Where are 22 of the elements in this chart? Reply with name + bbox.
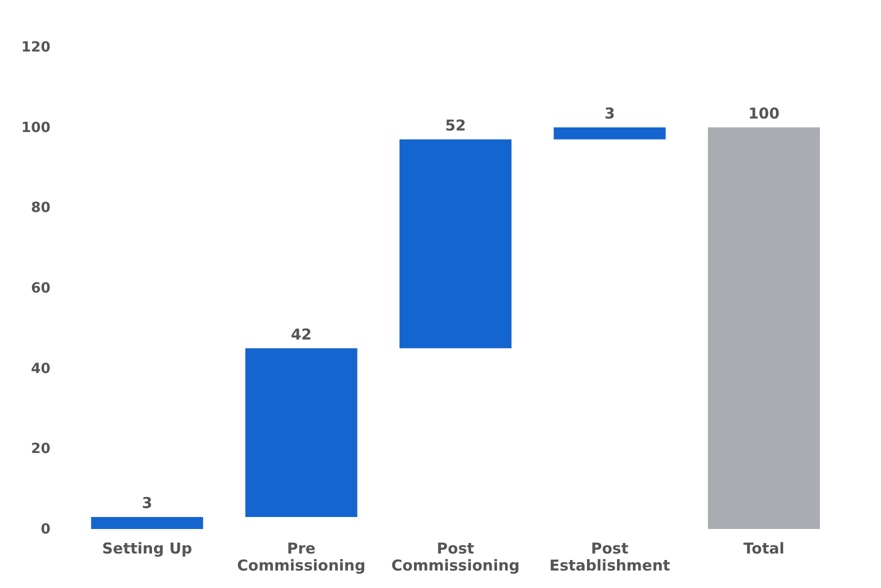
data-label: 3 <box>604 104 615 122</box>
x-tick-label: Pre Commissioning <box>237 540 366 574</box>
bar <box>245 348 358 517</box>
x-tick-label: Post Commissioning <box>391 540 520 574</box>
y-tick-label: 40 <box>31 360 51 377</box>
data-label: 52 <box>445 116 466 134</box>
bar <box>400 139 512 348</box>
bar <box>708 127 820 529</box>
data-label: 42 <box>290 325 312 344</box>
data-label: 100 <box>748 104 780 122</box>
bar <box>91 516 204 529</box>
y-tick-label: 120 <box>21 40 51 56</box>
y-tick-label: 0 <box>40 522 51 538</box>
x-tick-label: Total <box>743 540 784 558</box>
x-tick-label: Setting Up <box>102 540 192 558</box>
y-tick-label: 80 <box>31 200 51 216</box>
y-tick-label: 100 <box>21 120 51 136</box>
y-tick-label: 60 <box>31 280 51 296</box>
data-label: 3 <box>142 494 152 512</box>
x-tick-label: Post Establishment <box>549 540 670 574</box>
bar <box>554 127 666 140</box>
y-tick-label: 20 <box>31 441 51 458</box>
